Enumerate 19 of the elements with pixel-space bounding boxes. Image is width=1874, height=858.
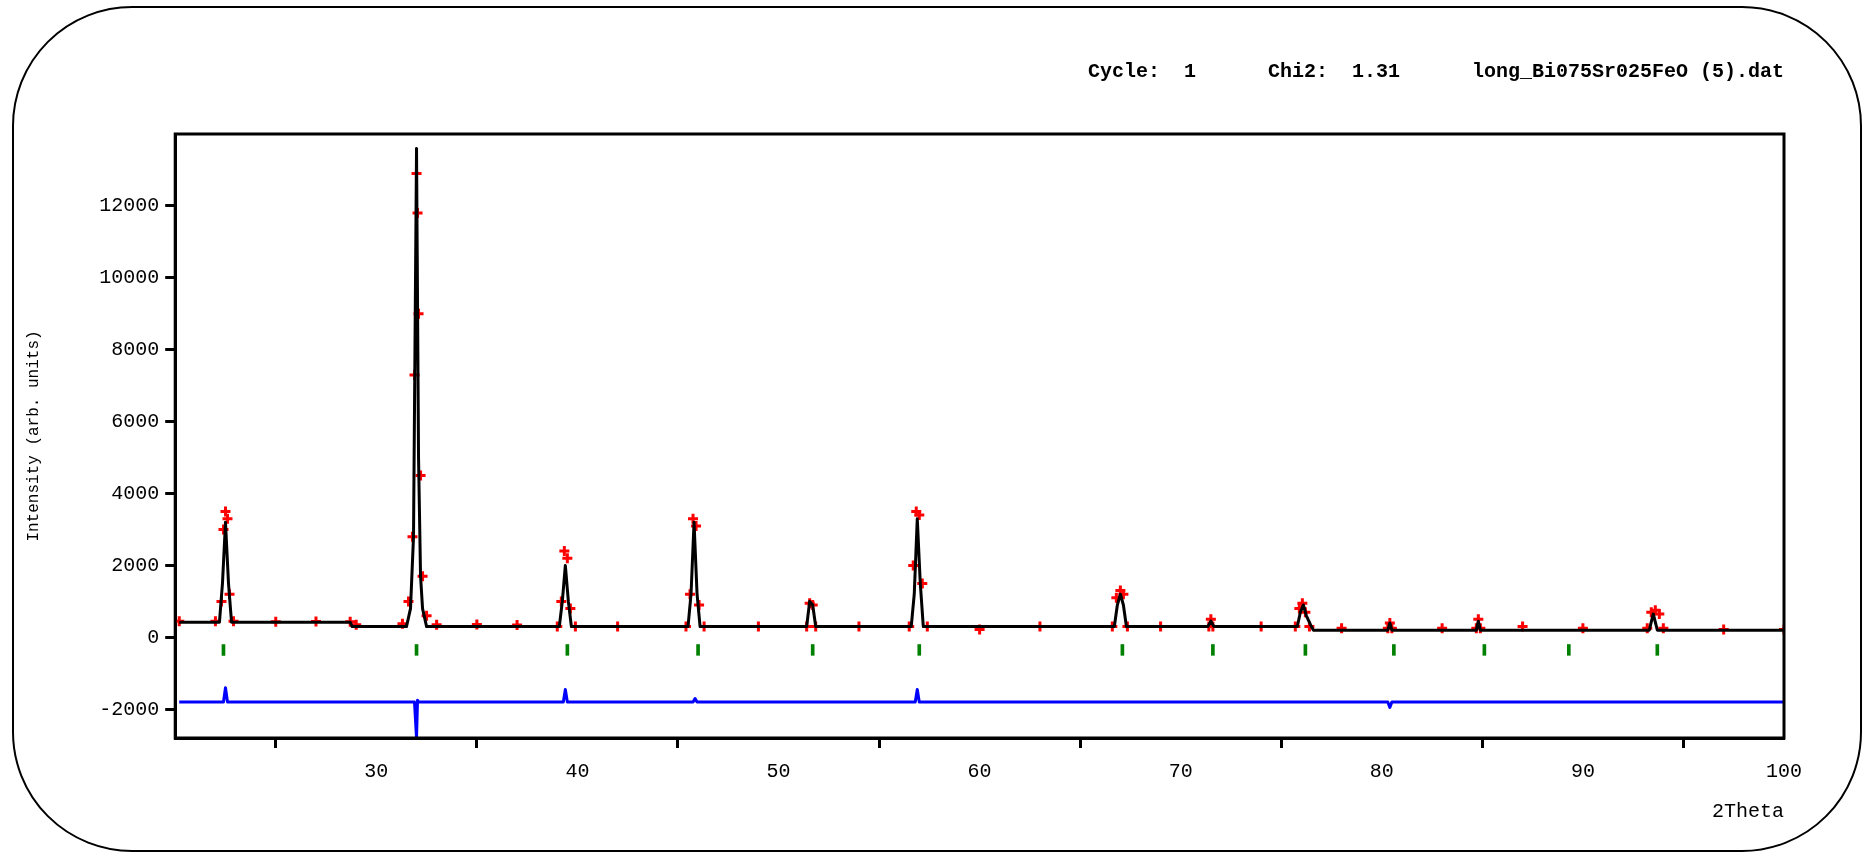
y-tick-label: 6000 — [111, 409, 160, 433]
y-tick-label: 4000 — [111, 481, 160, 505]
y-axis-title: Intensity (arb. units) — [24, 330, 43, 542]
x-tick-label: 60 — [967, 760, 992, 784]
x-tick-label: 50 — [766, 760, 791, 784]
chart-title: Cycle: 1 Chi2: 1.31 long_Bi075Sr025FeO (5).dat — [1087, 60, 1784, 84]
x-axis-title: 2Theta — [1711, 800, 1784, 824]
y-tick-label: -2000 — [99, 697, 160, 721]
y-tick-label: 10000 — [99, 266, 160, 290]
x-tick-label: 90 — [1570, 760, 1595, 784]
y-tick-label: 12000 — [99, 194, 160, 218]
x-tick-label: 70 — [1168, 760, 1193, 784]
y-tick-label: 8000 — [111, 338, 160, 362]
x-tick-label: 30 — [364, 760, 389, 784]
x-tick-label: 80 — [1369, 760, 1394, 784]
y-tick-label: 2000 — [111, 553, 160, 577]
y-tick-label: 0 — [147, 625, 160, 649]
x-tick-label: 100 — [1765, 760, 1803, 784]
x-tick-label: 40 — [565, 760, 590, 784]
